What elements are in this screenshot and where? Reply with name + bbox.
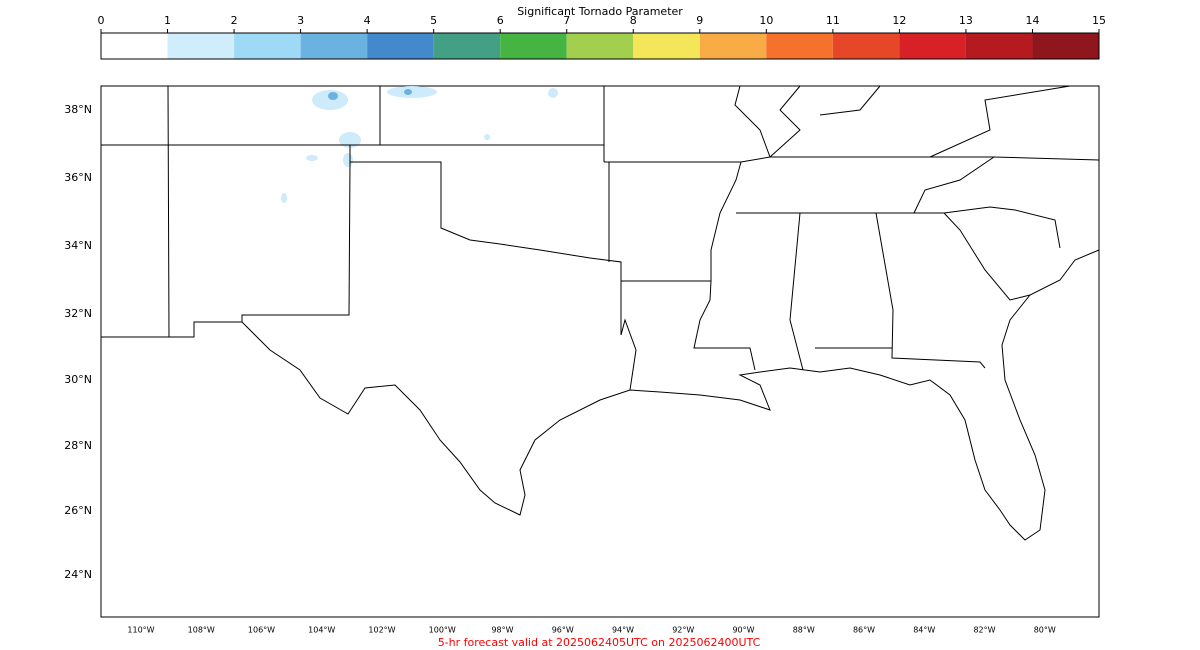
- colorbar-tick-label: 3: [297, 14, 304, 27]
- longitude-label: 100°W: [429, 626, 456, 635]
- longitude-label: 102°W: [368, 626, 395, 635]
- longitude-label: 104°W: [308, 626, 335, 635]
- colorbar-tick-label: 7: [563, 14, 570, 27]
- latitude-label: 24°N: [64, 568, 92, 581]
- colorbar-tick-label: 0: [98, 14, 105, 27]
- colorbar-segment: [566, 33, 634, 59]
- colorbar-tick-label: 10: [759, 14, 773, 27]
- colorbar-segment: [633, 33, 700, 59]
- colorbar-segment: [300, 33, 368, 59]
- colorbar-tick-label: 14: [1025, 14, 1039, 27]
- colorbar-segment: [899, 33, 966, 59]
- longitude-label: 110°W: [127, 626, 154, 635]
- colorbar-tick-label: 12: [892, 14, 906, 27]
- latitude-label: 32°N: [64, 307, 92, 320]
- colorbar-segment: [234, 33, 301, 59]
- latitude-label: 28°N: [64, 439, 92, 452]
- colorbar-tick-label: 5: [430, 14, 437, 27]
- longitude-label: 90°W: [732, 626, 754, 635]
- colorbar-tick-label: 13: [959, 14, 973, 27]
- boundaries: [101, 85, 1100, 541]
- colorbar-segment: [167, 33, 235, 59]
- colorbar-segment: [433, 33, 501, 59]
- latitude-labels: 38°N 36°N 34°N 32°N 30°N 28°N 26°N 24°N: [64, 103, 92, 581]
- colorbar-segment: [1032, 33, 1099, 59]
- longitude-label: 82°W: [973, 626, 995, 635]
- longitude-label: 84°W: [913, 626, 935, 635]
- colorbar-segment: [699, 33, 767, 59]
- colorbar-tick-label: 6: [497, 14, 504, 27]
- longitude-label: 94°W: [612, 626, 634, 635]
- map: [100, 85, 1100, 618]
- latitude-label: 26°N: [64, 504, 92, 517]
- latitude-label: 36°N: [64, 171, 92, 184]
- colorbar-tick-label: 2: [231, 14, 238, 27]
- forecast-caption: 5-hr forecast valid at 2025062405UTC on …: [438, 636, 761, 649]
- longitude-label: 92°W: [672, 626, 694, 635]
- colorbar-segment: [101, 33, 168, 59]
- colorbar-tick-label: 15: [1092, 14, 1106, 27]
- colorbar-segment: [367, 33, 434, 59]
- colorbar-segment: [832, 33, 900, 59]
- longitude-label: 80°W: [1034, 626, 1056, 635]
- longitude-label: 108°W: [188, 626, 215, 635]
- longitude-label: 96°W: [552, 626, 574, 635]
- colorbar-tick-label: 11: [826, 14, 840, 27]
- longitude-label: 88°W: [793, 626, 815, 635]
- latitude-label: 38°N: [64, 103, 92, 116]
- colorbar-tick-label: 8: [630, 14, 637, 27]
- colorbar-frame: [100, 32, 1100, 60]
- colorbar-tick-label: 4: [364, 14, 371, 27]
- colorbar-segment: [500, 33, 567, 59]
- colorbar: 0 1 2 3 4 5 6 7 8 9 10 11 12 13 14 15: [98, 14, 1106, 60]
- longitude-label: 86°W: [853, 626, 875, 635]
- colorbar-segment: [766, 33, 833, 59]
- latitude-label: 34°N: [64, 239, 92, 252]
- map-frame: [100, 85, 1100, 618]
- longitude-labels: 110°W 108°W 106°W 104°W 102°W 100°W 98°W 96°W 94…: [127, 626, 1055, 635]
- longitude-label: 98°W: [491, 626, 513, 635]
- stp-field: [281, 86, 558, 203]
- longitude-label: 106°W: [248, 626, 275, 635]
- latitude-label: 30°N: [64, 373, 92, 386]
- stp-field-core: [328, 89, 412, 100]
- colorbar-title: Significant Tornado Parameter: [517, 5, 683, 18]
- colorbar-segment: [965, 33, 1033, 59]
- colorbar-tick-label: 9: [696, 14, 703, 27]
- colorbar-tick-label: 1: [164, 14, 171, 27]
